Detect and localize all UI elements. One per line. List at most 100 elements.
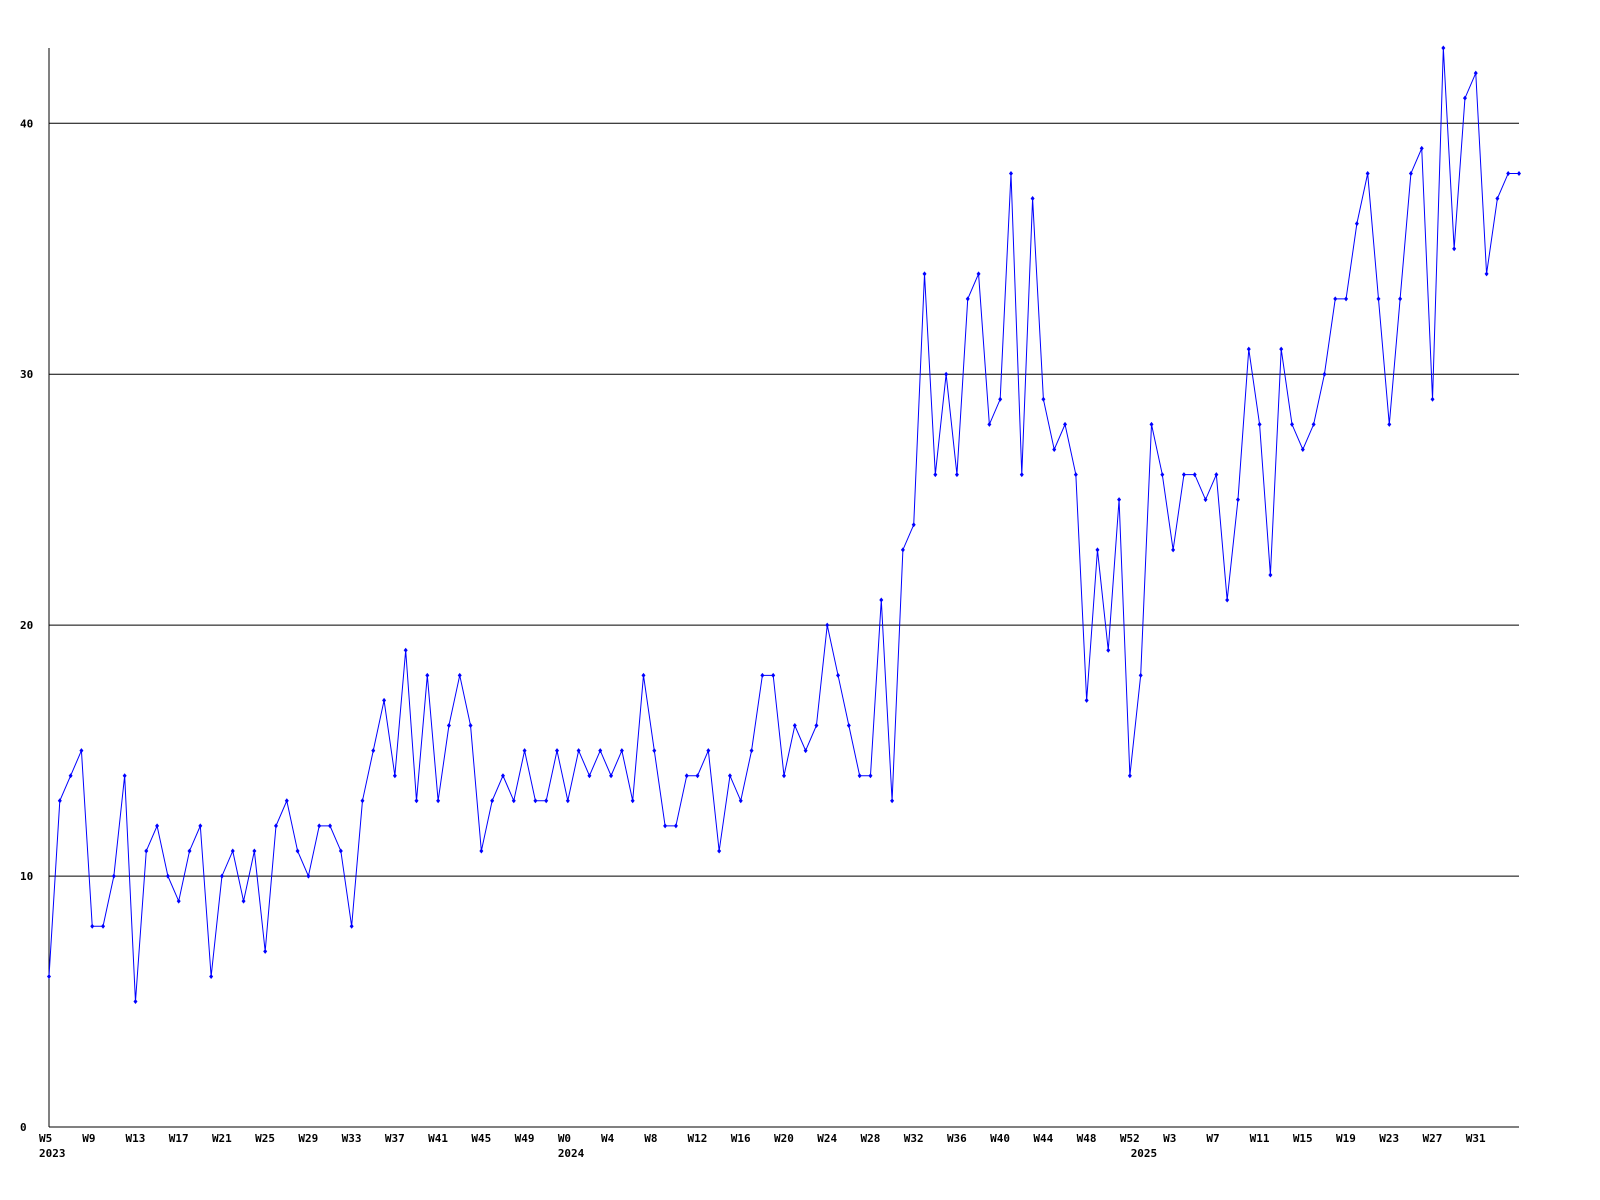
data-point	[328, 823, 333, 829]
data-point	[987, 421, 992, 427]
data-point	[306, 873, 311, 879]
x-tick-label: W23	[1379, 1132, 1399, 1145]
data-point	[209, 973, 214, 979]
data-point	[630, 798, 635, 804]
x-year-label: 2024	[558, 1147, 585, 1160]
data-point	[846, 723, 851, 729]
y-tick-label: 0	[20, 1121, 27, 1134]
x-tick-label: W25	[255, 1132, 275, 1145]
data-point	[479, 848, 484, 854]
data-point	[1441, 45, 1446, 51]
series-line	[48, 47, 1519, 1002]
x-tick-label: W12	[688, 1132, 708, 1145]
data-point	[68, 773, 73, 779]
data-point	[998, 396, 1003, 402]
data-point	[587, 773, 592, 779]
data-point	[230, 848, 235, 854]
x-tick-label: W52	[1120, 1132, 1140, 1145]
x-tick-label: W27	[1423, 1132, 1443, 1145]
x-tick-label: W5	[39, 1132, 52, 1145]
data-point	[522, 748, 527, 754]
data-point	[1290, 421, 1295, 427]
data-point	[349, 923, 354, 929]
data-point	[122, 773, 127, 779]
data-point	[1171, 547, 1176, 553]
x-tick-label: W44	[1033, 1132, 1053, 1145]
data-point	[1052, 446, 1057, 452]
data-point	[1484, 271, 1489, 277]
data-point	[609, 773, 614, 779]
data-point	[436, 798, 441, 804]
data-point	[468, 723, 473, 729]
data-point	[771, 672, 776, 678]
data-point	[911, 522, 916, 528]
data-point	[263, 948, 268, 954]
y-tick-label: 20	[20, 619, 33, 632]
data-point	[922, 271, 927, 277]
data-point	[1203, 497, 1208, 503]
data-point	[1117, 497, 1122, 503]
x-tick-label: W32	[904, 1132, 924, 1145]
data-point	[1354, 221, 1359, 227]
data-point	[90, 923, 95, 929]
data-point	[1073, 472, 1078, 478]
x-tick-label: W3	[1163, 1132, 1176, 1145]
x-tick-label: W9	[82, 1132, 95, 1145]
x-year-label: 2023	[39, 1147, 66, 1160]
data-point	[1030, 196, 1035, 202]
data-point	[727, 773, 732, 779]
data-point	[1181, 472, 1186, 478]
data-point	[382, 697, 387, 703]
data-point	[273, 823, 278, 829]
data-point	[1333, 296, 1338, 302]
data-point	[944, 371, 949, 377]
data-point	[792, 723, 797, 729]
data-point	[1019, 472, 1024, 478]
data-point	[219, 873, 224, 879]
data-point	[555, 748, 560, 754]
x-tick-label: W41	[428, 1132, 448, 1145]
data-point	[490, 798, 495, 804]
data-point	[565, 798, 570, 804]
data-point	[1225, 597, 1230, 603]
x-tick-label: W45	[471, 1132, 491, 1145]
data-point	[976, 271, 981, 277]
data-point	[1041, 396, 1046, 402]
data-point	[1430, 396, 1435, 402]
data-point	[933, 472, 938, 478]
x-tick-label: W33	[342, 1132, 362, 1145]
data-point	[101, 923, 106, 929]
x-tick-label: W31	[1466, 1132, 1486, 1145]
data-point	[1235, 497, 1240, 503]
data-point	[1008, 170, 1013, 176]
data-point	[403, 647, 408, 653]
data-point	[1322, 371, 1327, 377]
data-point	[576, 748, 581, 754]
data-point	[1419, 145, 1424, 151]
data-point	[284, 798, 289, 804]
x-tick-label: W0	[558, 1132, 571, 1145]
data-point	[511, 798, 516, 804]
data-point	[133, 999, 138, 1005]
data-point	[165, 873, 170, 879]
x-year-label: 2025	[1131, 1147, 1158, 1160]
data-point	[890, 798, 895, 804]
data-point	[1506, 170, 1511, 176]
data-point	[392, 773, 397, 779]
data-point	[749, 748, 754, 754]
data-point	[1398, 296, 1403, 302]
data-point	[533, 798, 538, 804]
data-point	[1279, 346, 1284, 352]
data-point	[1084, 697, 1089, 703]
data-point	[825, 622, 830, 628]
y-tick-label: 10	[20, 870, 33, 883]
data-point	[295, 848, 300, 854]
data-point	[155, 823, 160, 829]
data-point	[241, 898, 246, 904]
y-tick-label: 40	[20, 117, 33, 130]
data-point	[111, 873, 116, 879]
x-tick-label: W16	[731, 1132, 751, 1145]
data-point	[446, 723, 451, 729]
x-tick-label: W29	[298, 1132, 318, 1145]
